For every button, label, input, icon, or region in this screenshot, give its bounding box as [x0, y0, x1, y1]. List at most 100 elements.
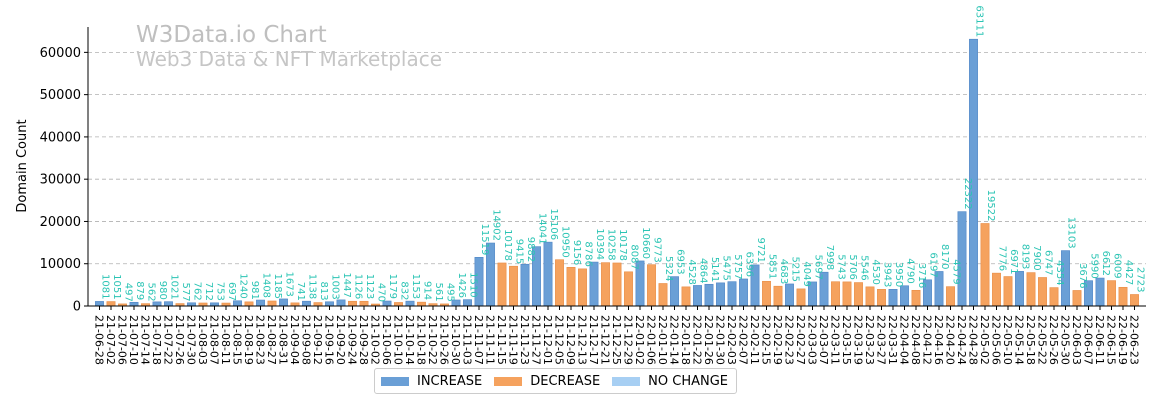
bar: [716, 282, 725, 307]
x-tick-label: 22-01-10: [656, 315, 669, 365]
bar: [739, 278, 748, 307]
x-tick-label: 21-07-10: [127, 315, 140, 365]
data-label: 3676: [1077, 263, 1088, 288]
data-label: 22322: [962, 178, 973, 210]
x-tick-label: 22-03-11: [829, 315, 842, 365]
bar: [681, 286, 691, 307]
data-label: 9882: [525, 237, 536, 262]
x-tick-label: 22-04-28: [967, 315, 980, 365]
legend-swatch-decrease: [494, 376, 523, 386]
legend-swatch-increase: [381, 376, 409, 386]
bar: [244, 301, 254, 307]
data-label: 4354: [1054, 260, 1065, 285]
x-tick-label: 22-05-14: [1013, 315, 1026, 365]
x-tick-label: 22-04-16: [932, 315, 945, 365]
x-tick-label: 22-06-07: [1082, 315, 1095, 365]
data-label: 5697: [813, 254, 824, 279]
data-label: 10950: [560, 226, 571, 258]
x-tick-label: 21-09-04: [288, 315, 301, 365]
x-tick-label: 22-05-06: [990, 315, 1003, 365]
bar: [463, 299, 472, 307]
bar: [394, 302, 403, 307]
data-label: 4790: [905, 258, 916, 283]
data-label: 8087: [629, 244, 640, 269]
x-tick-label: 21-09-16: [323, 315, 336, 365]
x-tick-label: 21-09-24: [346, 315, 359, 365]
x-tick-label: 21-09-20: [334, 315, 347, 365]
bar: [796, 288, 806, 307]
legend-label-no-change: NO CHANGE: [648, 373, 729, 389]
y-axis-ticks: 0 10000 20000 30000 40000 50000 60000: [40, 46, 88, 315]
bar: [1107, 280, 1116, 307]
data-label: 4579: [951, 259, 962, 284]
data-label: 1408: [261, 273, 272, 298]
bar: [992, 272, 1001, 307]
data-label: 981: [249, 281, 260, 300]
x-tick-label: 22-06-19: [1116, 315, 1129, 365]
x-tick-label: 21-08-07: [208, 315, 221, 365]
data-label: 914: [422, 281, 433, 300]
x-tick-label: 22-04-08: [909, 315, 922, 365]
x-tick-label: 21-12-05: [553, 315, 566, 365]
data-label: 6197: [928, 252, 939, 277]
data-label: 4528: [686, 259, 697, 284]
data-label: 712: [203, 282, 214, 301]
data-label: 15106: [548, 208, 559, 240]
bar: [566, 266, 576, 307]
bar: [900, 285, 909, 307]
x-tick-label: 22-05-22: [1036, 315, 1049, 365]
x-tick-label: 21-12-17: [587, 315, 600, 365]
bar: [267, 300, 277, 307]
bar: [578, 268, 587, 307]
data-label: 8193: [1020, 244, 1031, 269]
data-label: 4864: [698, 258, 709, 283]
x-tick-label: 22-01-30: [714, 315, 727, 365]
bar: [612, 262, 622, 307]
data-label: 11519: [479, 223, 490, 255]
x-tick-label: 22-06-03: [1070, 315, 1083, 365]
bar: [601, 262, 610, 307]
data-label: 5546: [859, 255, 870, 280]
x-tick-label: 21-09-08: [300, 315, 313, 365]
data-label: 1153: [410, 274, 421, 299]
x-tick-label: 22-06-15: [1105, 315, 1118, 365]
x-tick-label: 22-06-23: [1128, 315, 1141, 365]
bar: [543, 241, 553, 307]
data-label: 1138: [307, 274, 318, 299]
x-tick-label: 21-08-27: [265, 315, 278, 365]
data-label: 562: [146, 283, 157, 302]
bar: [359, 300, 369, 307]
legend-item-increase: INCREASE: [381, 374, 482, 389]
x-tick-label: 21-12-09: [564, 315, 577, 365]
bar: [704, 283, 714, 307]
x-tick-label: 21-11-07: [472, 315, 485, 365]
x-tick-label: 22-01-22: [691, 315, 704, 365]
y-tick-label: 50000: [40, 88, 81, 103]
legend-item-decrease: DECREASE: [494, 374, 600, 389]
data-label: 6971: [1008, 249, 1019, 274]
x-tick-label: 21-11-15: [495, 315, 508, 365]
x-tick-label: 21-10-18: [415, 315, 428, 365]
data-label: 4530: [870, 259, 881, 284]
x-tick-label: 21-09-12: [311, 315, 324, 365]
x-tick-label: 21-09-28: [357, 315, 370, 365]
data-label: 577: [180, 282, 191, 301]
x-tick-label: 21-07-18: [150, 315, 163, 365]
x-tick-label: 21-11-19: [507, 315, 520, 365]
x-tick-label: 21-10-22: [426, 315, 439, 365]
watermark-title: W3Data.io Chart: [136, 22, 327, 48]
x-tick-label: 21-08-11: [219, 315, 232, 365]
data-label: 1123: [364, 274, 375, 299]
bar: [831, 281, 840, 307]
data-label: 1003: [330, 274, 341, 299]
bar: [520, 263, 530, 307]
data-label: 9415: [514, 239, 525, 264]
data-label: 7998: [824, 245, 835, 270]
data-label: 1426: [456, 273, 467, 298]
bar: [589, 261, 599, 307]
watermark-subtitle: Web3 Data & NFT Marketplace: [136, 47, 442, 71]
data-label: 470: [376, 283, 387, 302]
x-tick-label: 21-10-26: [438, 315, 451, 365]
x-tick-label: 21-10-02: [369, 315, 382, 365]
x-tick-label: 21-10-14: [403, 315, 416, 365]
